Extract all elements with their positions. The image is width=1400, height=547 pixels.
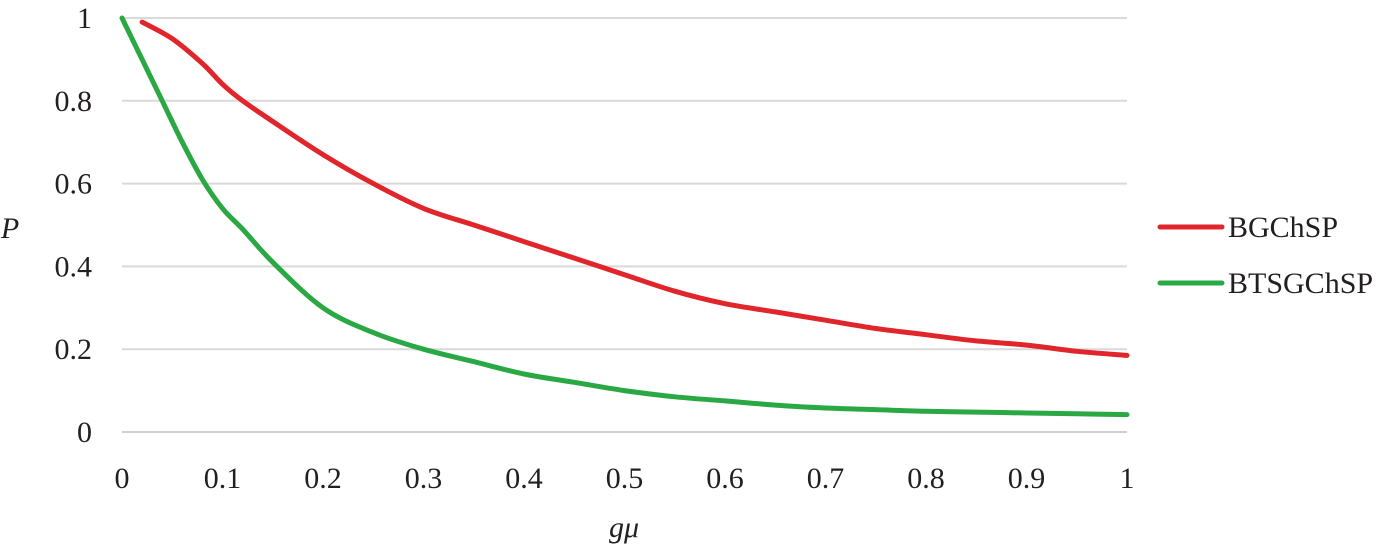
x-tick-label: 0.9 [1008,462,1046,495]
series-lines [119,15,1130,418]
x-tick-label: 0.6 [706,462,744,495]
x-axis-label: gμ [609,511,639,544]
x-axis-ticks: 0 0.1 0.2 0.3 0.4 0.5 0.6 0.7 0.8 0.9 1 [115,462,1135,495]
y-tick-label: 0.4 [55,250,93,283]
series-line-bgchsp [139,19,1130,358]
gridlines [122,17,1127,351]
y-tick-label: 0.6 [55,168,93,201]
y-tick-label: 0 [77,416,92,449]
y-tick-label: 1 [77,2,92,35]
x-tick-label: 0.3 [405,462,443,495]
y-axis-ticks: 0 0.2 0.4 0.6 0.8 1 [55,2,93,449]
x-tick-label: 0.2 [304,462,342,495]
x-tick-label: 0.5 [606,462,644,495]
series-line-btsgchsp [119,15,1130,418]
legend-label: BGChSP [1228,211,1338,244]
x-tick-label: 1 [1120,462,1135,495]
y-tick-label: 0.8 [55,85,93,118]
x-tick-label: 0 [115,462,130,495]
y-tick-label: 0.2 [55,333,93,366]
y-axis-label: P [0,212,19,245]
x-tick-label: 0.4 [505,462,543,495]
x-tick-label: 0.7 [807,462,845,495]
x-tick-label: 0.1 [204,462,242,495]
legend: BGChSP BTSGChSP [1157,211,1373,300]
legend-label: BTSGChSP [1228,267,1373,300]
x-tick-label: 0.8 [907,462,945,495]
